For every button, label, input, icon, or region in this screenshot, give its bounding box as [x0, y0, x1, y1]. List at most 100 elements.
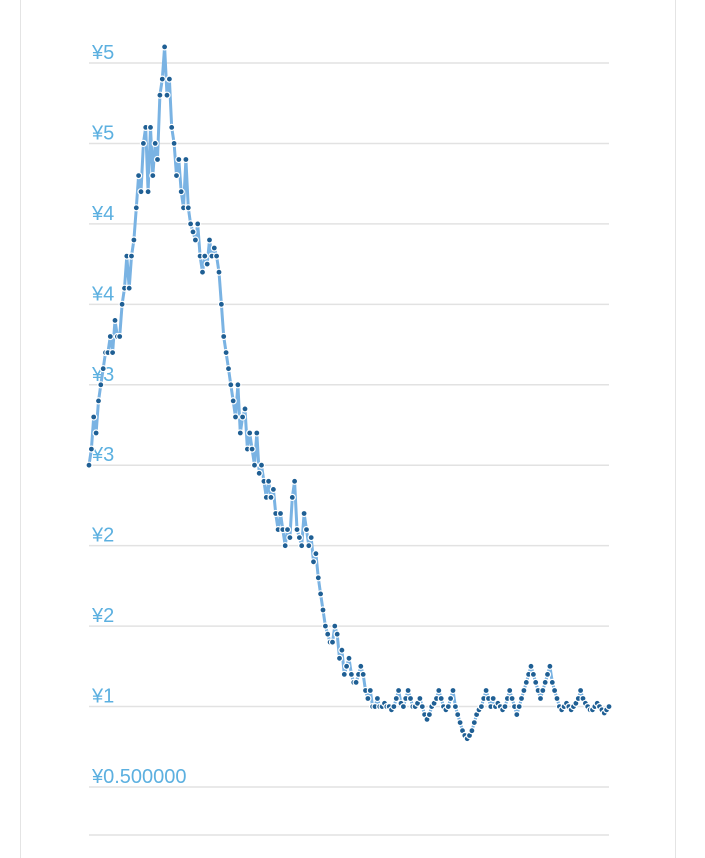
- data-point[interactable]: [144, 188, 152, 196]
- data-point[interactable]: [305, 542, 313, 550]
- data-point[interactable]: [201, 252, 209, 260]
- data-point[interactable]: [513, 710, 521, 719]
- data-point[interactable]: [172, 172, 181, 180]
- data-point[interactable]: [395, 686, 403, 695]
- data-point[interactable]: [331, 622, 339, 630]
- data-point[interactable]: [163, 91, 171, 99]
- data-point[interactable]: [139, 139, 147, 147]
- data-point[interactable]: [106, 332, 114, 341]
- data-point[interactable]: [550, 686, 559, 695]
- data-point[interactable]: [146, 123, 155, 132]
- data-point[interactable]: [182, 155, 190, 164]
- data-point[interactable]: [118, 300, 126, 308]
- data-point[interactable]: [132, 204, 140, 212]
- data-point[interactable]: [366, 686, 374, 695]
- data-point[interactable]: [425, 710, 433, 719]
- data-point[interactable]: [189, 228, 197, 236]
- data-point[interactable]: [215, 268, 223, 276]
- data-point[interactable]: [210, 244, 218, 252]
- data-point[interactable]: [97, 381, 105, 389]
- data-point[interactable]: [87, 445, 96, 453]
- data-point[interactable]: [127, 252, 136, 260]
- data-point[interactable]: [191, 236, 199, 244]
- data-point[interactable]: [213, 252, 221, 260]
- data-point[interactable]: [482, 686, 490, 695]
- data-point[interactable]: [454, 710, 462, 719]
- data-point[interactable]: [85, 461, 93, 469]
- data-point[interactable]: [404, 686, 412, 695]
- data-point[interactable]: [328, 638, 337, 646]
- data-point[interactable]: [501, 702, 509, 711]
- data-point[interactable]: [515, 702, 523, 711]
- data-point[interactable]: [536, 694, 545, 703]
- data-point[interactable]: [231, 413, 240, 421]
- data-point[interactable]: [437, 694, 445, 703]
- data-point[interactable]: [300, 509, 308, 518]
- data-point[interactable]: [548, 678, 556, 687]
- data-point[interactable]: [239, 413, 247, 421]
- data-point[interactable]: [217, 300, 225, 308]
- data-point[interactable]: [158, 75, 166, 83]
- data-point[interactable]: [224, 365, 233, 373]
- data-point[interactable]: [399, 702, 407, 711]
- data-point[interactable]: [198, 268, 207, 276]
- data-point[interactable]: [345, 654, 353, 662]
- data-point[interactable]: [255, 469, 263, 477]
- data-point[interactable]: [265, 477, 273, 485]
- data-point[interactable]: [416, 694, 424, 703]
- data-point[interactable]: [527, 662, 535, 670]
- data-point[interactable]: [506, 686, 514, 695]
- data-point[interactable]: [529, 670, 538, 679]
- data-point[interactable]: [108, 349, 117, 357]
- data-point[interactable]: [364, 694, 372, 703]
- data-point[interactable]: [92, 429, 100, 437]
- data-point[interactable]: [90, 413, 98, 421]
- data-point[interactable]: [317, 590, 325, 598]
- data-point[interactable]: [281, 542, 289, 550]
- data-point[interactable]: [187, 220, 195, 228]
- data-point[interactable]: [257, 461, 266, 469]
- data-point[interactable]: [203, 260, 211, 268]
- data-point[interactable]: [111, 316, 119, 324]
- data-point[interactable]: [543, 670, 552, 679]
- data-point[interactable]: [298, 542, 306, 550]
- data-point[interactable]: [283, 525, 292, 534]
- data-point[interactable]: [532, 678, 540, 687]
- data-point[interactable]: [220, 332, 228, 341]
- data-point[interactable]: [489, 694, 497, 703]
- data-point[interactable]: [288, 493, 296, 501]
- data-point[interactable]: [135, 172, 143, 180]
- data-point[interactable]: [153, 155, 162, 164]
- data-point[interactable]: [470, 718, 478, 727]
- data-point[interactable]: [130, 236, 138, 244]
- data-point[interactable]: [291, 477, 299, 485]
- data-point[interactable]: [324, 630, 332, 638]
- data-point[interactable]: [156, 91, 164, 99]
- data-point[interactable]: [253, 429, 261, 437]
- data-point[interactable]: [447, 694, 455, 703]
- data-point[interactable]: [248, 445, 256, 453]
- data-point[interactable]: [293, 525, 301, 534]
- data-point[interactable]: [357, 662, 365, 670]
- data-point[interactable]: [449, 686, 457, 695]
- data-point[interactable]: [352, 678, 360, 687]
- data-point[interactable]: [286, 533, 294, 542]
- data-point[interactable]: [267, 493, 275, 501]
- data-point[interactable]: [343, 662, 351, 670]
- data-point[interactable]: [546, 662, 554, 670]
- data-point[interactable]: [205, 236, 214, 244]
- data-point[interactable]: [340, 670, 348, 679]
- data-point[interactable]: [137, 188, 145, 196]
- data-point[interactable]: [302, 525, 311, 534]
- data-point[interactable]: [373, 694, 381, 703]
- data-point[interactable]: [539, 686, 547, 695]
- data-point[interactable]: [236, 429, 244, 437]
- data-point[interactable]: [99, 365, 107, 373]
- data-point[interactable]: [125, 284, 133, 292]
- data-point[interactable]: [229, 397, 237, 405]
- data-point[interactable]: [517, 694, 526, 703]
- data-point[interactable]: [194, 220, 202, 228]
- data-point[interactable]: [309, 558, 318, 566]
- data-point[interactable]: [295, 533, 303, 542]
- data-point[interactable]: [359, 670, 367, 679]
